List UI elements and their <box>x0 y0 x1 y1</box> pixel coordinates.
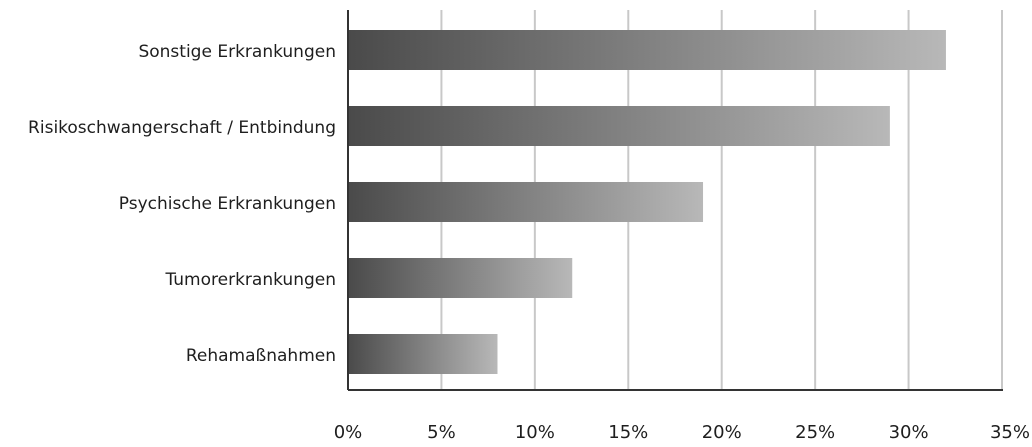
bars <box>348 30 946 374</box>
x-tick-label: 5% <box>427 422 456 443</box>
category-label: Tumorerkrankungen <box>164 270 336 290</box>
axes <box>347 10 1003 391</box>
x-tick-label: 10% <box>515 422 555 443</box>
category-label: Risikoschwangerschaft / Entbindung <box>28 118 336 138</box>
category-label: Rehamaßnahmen <box>186 346 336 366</box>
x-tick-label: 0% <box>334 422 363 443</box>
bar <box>348 258 573 298</box>
x-tick-labels: 0% 5% 10% 15% 20% 25% 30% 35% <box>334 422 1030 443</box>
x-tick-label: 20% <box>702 422 742 443</box>
category-labels: Sonstige Erkrankungen Risikoschwangerscha… <box>28 42 336 366</box>
category-label: Sonstige Erkrankungen <box>138 42 336 62</box>
x-tick-label: 35% <box>990 422 1030 443</box>
bar <box>348 182 704 222</box>
x-tick-label: 30% <box>889 422 929 443</box>
bar <box>348 334 498 374</box>
bar <box>348 30 946 70</box>
bar <box>348 106 890 146</box>
x-tick-label: 25% <box>795 422 835 443</box>
category-label: Psychische Erkrankungen <box>119 194 336 214</box>
x-tick-label: 15% <box>608 422 648 443</box>
